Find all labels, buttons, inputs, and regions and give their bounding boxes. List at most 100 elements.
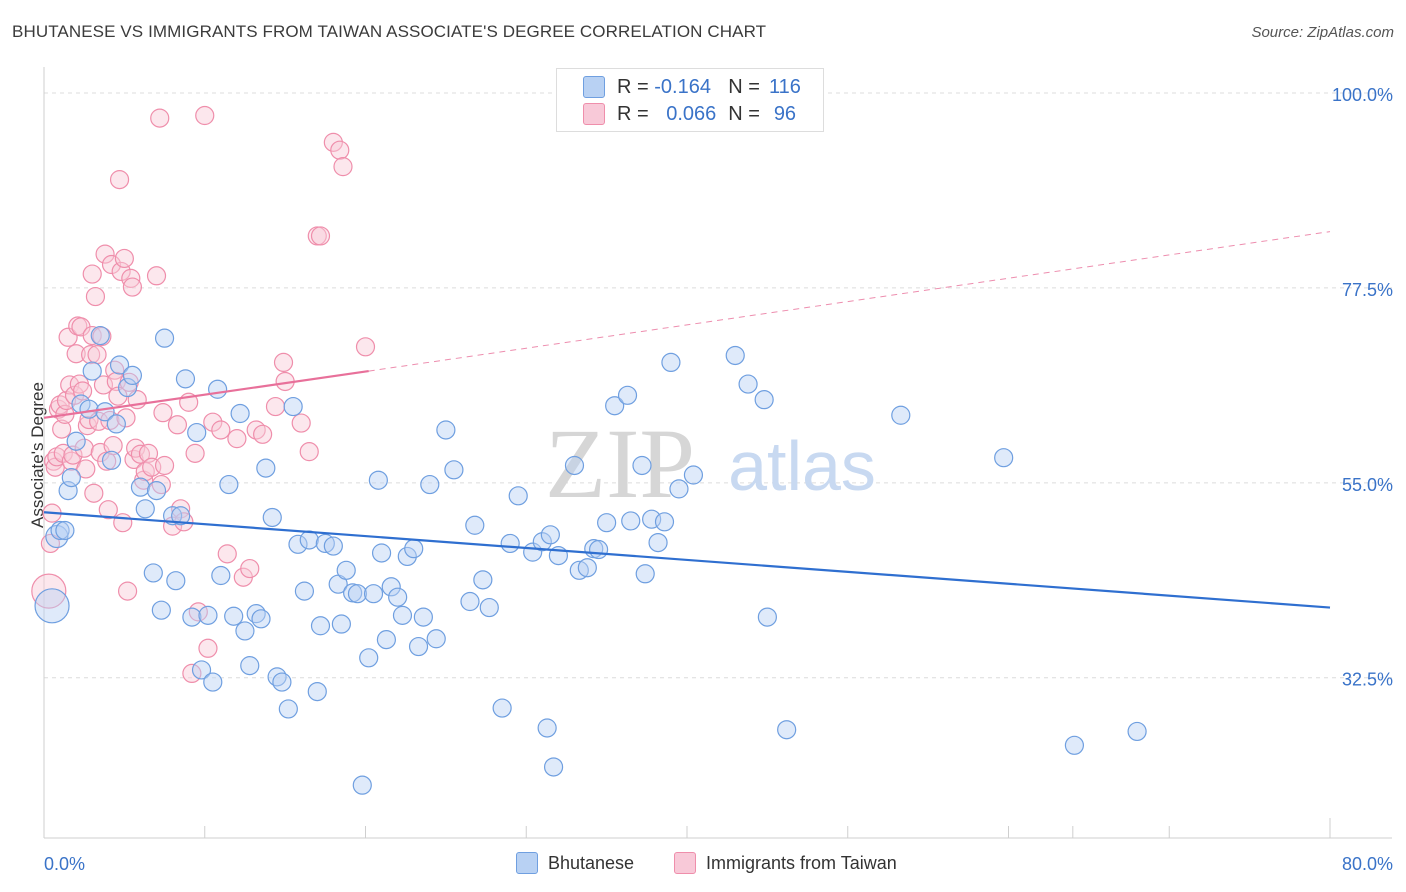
bhutanese-point: [61, 468, 81, 488]
taiwan-point: [167, 415, 188, 435]
taiwan-point: [154, 455, 175, 476]
bhutanese-point: [79, 399, 99, 419]
y-tick-label: 100.0%: [1332, 85, 1393, 105]
bhutanese-point: [605, 396, 625, 416]
bhutanese-point: [336, 560, 356, 580]
taiwan-point: [299, 442, 319, 462]
bhutanese-point: [101, 450, 122, 470]
taiwan-point: [92, 326, 112, 347]
bhutanese-point: [368, 470, 388, 490]
bhutanese-point: [288, 534, 308, 554]
bhutanese-point: [182, 607, 202, 627]
taiwan-point: [240, 558, 260, 579]
bhutanese-point: [543, 757, 564, 777]
bhutanese-point: [34, 588, 70, 624]
watermark-atlas: atlas: [728, 427, 876, 505]
taiwan-point: [130, 444, 151, 464]
bhutanese-point: [738, 374, 758, 394]
bhutanese-point: [122, 365, 143, 385]
taiwan-point: [81, 345, 101, 365]
bhutanese-point: [492, 698, 512, 718]
taiwan-point: [211, 420, 231, 440]
bhutanese-point: [413, 607, 433, 627]
bhutanese-point: [359, 648, 379, 668]
bhutanese-point: [262, 507, 282, 528]
bhutanese-point: [198, 605, 218, 625]
taiwan-trend-line: [43, 369, 369, 419]
bhutanese-point: [90, 325, 110, 346]
bhutanese-point: [654, 512, 675, 532]
taiwan-point: [53, 443, 73, 463]
bhutanese-point: [224, 606, 244, 626]
source-label: Source: ZipAtlas.com: [1251, 24, 1394, 41]
bhutanese-point: [278, 699, 298, 719]
bhutanese-point: [632, 455, 652, 476]
taiwan-point: [31, 573, 67, 609]
taiwan-point: [76, 459, 96, 479]
bhutanese-point: [392, 605, 413, 625]
bhutanese-point: [272, 672, 292, 692]
bhutanese-point: [283, 396, 303, 417]
bottom-legend-bhutanese: Bhutanese: [516, 852, 634, 874]
taiwan-point: [291, 413, 311, 433]
bhutanese-point: [500, 533, 520, 554]
bhutanese-point: [55, 520, 75, 541]
legend-label-taiwan: Immigrants from Taiwan: [706, 852, 897, 873]
r-value-taiwan: 0.066: [666, 102, 717, 125]
bhutanese-point: [891, 405, 911, 425]
bhutanese-point: [352, 775, 372, 795]
bhutanese-point: [397, 546, 417, 567]
bhutanese-point: [540, 525, 560, 545]
bhutanese-point: [109, 355, 130, 375]
bhutanese-trend-line: [43, 511, 1331, 609]
axes: [43, 67, 1392, 839]
bhutanese-point: [617, 385, 638, 405]
bhutanese-point: [256, 458, 276, 478]
trend-lines: [43, 231, 1331, 609]
x-tick-label-max: 80.0%: [1342, 854, 1393, 874]
taiwan-point: [87, 345, 107, 365]
bhutanese-point: [187, 422, 207, 443]
taiwan-point: [98, 500, 118, 520]
bhutanese-point: [444, 460, 464, 480]
bhutanese-point: [130, 477, 151, 497]
taiwan-point: [330, 140, 350, 160]
bhutanese-point: [588, 539, 609, 560]
taiwan-points: [31, 105, 376, 684]
y-tick-label: 55.0%: [1342, 475, 1393, 495]
bhutanese-point: [648, 532, 668, 553]
gridlines: [44, 92, 1392, 679]
chart-title: BHUTANESE VS IMMIGRANTS FROM TAIWAN ASSO…: [12, 22, 767, 41]
taiwan-point: [82, 325, 102, 346]
bhutanese-point: [404, 539, 424, 559]
bhutanese-point: [408, 636, 429, 657]
legend-row-taiwan: R = 0.066 N = 96: [583, 101, 810, 127]
bhutanese-point: [597, 513, 617, 533]
bhutanese-point: [175, 369, 196, 389]
blue-swatch-icon: [583, 76, 605, 98]
blue-swatch-icon: [516, 852, 538, 874]
taiwan-trend-extension: [368, 231, 1331, 372]
bhutanese-point: [754, 390, 774, 410]
n-value-taiwan: 96: [773, 102, 797, 125]
taiwan-point: [198, 638, 218, 658]
taiwan-point: [265, 396, 286, 417]
taiwan-point: [52, 419, 72, 439]
bhutanese-point: [50, 520, 70, 541]
bhutanese-point: [211, 565, 231, 586]
n-label: N =: [728, 102, 760, 125]
bhutanese-point: [163, 506, 183, 526]
bhutanese-point: [479, 597, 499, 618]
bhutanese-point: [661, 352, 681, 373]
r-label: R =: [617, 75, 649, 98]
bhutanese-point: [82, 361, 102, 381]
taiwan-point: [95, 244, 115, 264]
pink-swatch-icon: [583, 103, 605, 125]
taiwan-point: [185, 443, 205, 463]
y-tick-label: 32.5%: [1342, 670, 1393, 690]
bottom-legend-taiwan: Immigrants from Taiwan: [674, 852, 897, 874]
bhutanese-point: [251, 609, 271, 629]
bhutanese-point: [635, 564, 655, 584]
bhutanese-point: [465, 515, 485, 535]
taiwan-point: [323, 132, 343, 152]
